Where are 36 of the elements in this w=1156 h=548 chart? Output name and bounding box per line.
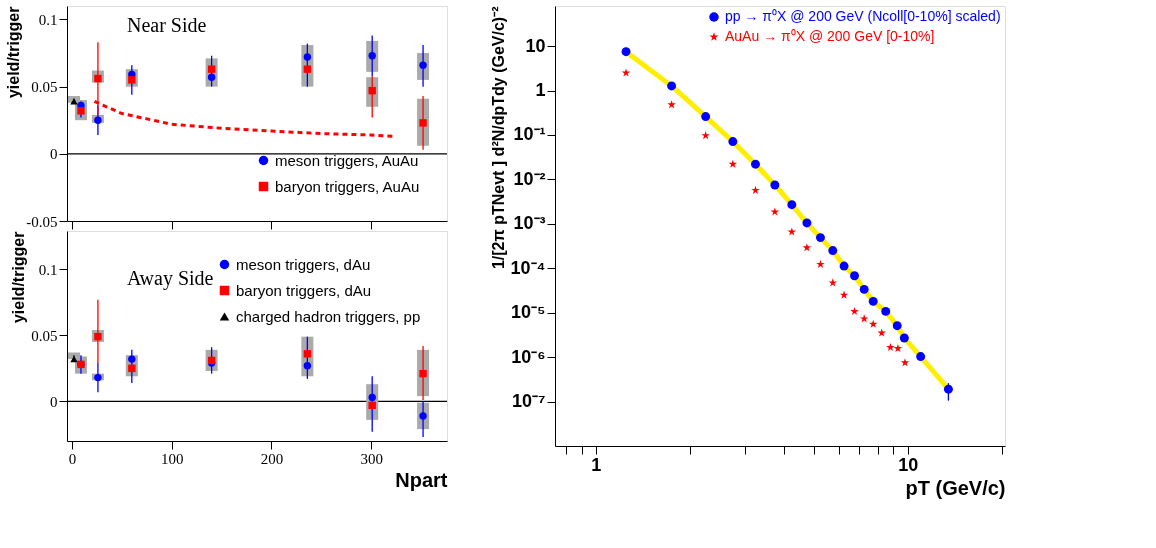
y-axis-title: yield/trigger	[5, 6, 23, 99]
y-tick-label: 10⁻¹	[513, 124, 546, 145]
x-tick-label: 100	[160, 450, 184, 467]
y-tick-label: 10⁻⁶	[511, 346, 546, 367]
x-tick-label: 200	[260, 450, 284, 467]
y-tick-label: 0	[50, 393, 58, 410]
y-tick-label: 0	[50, 146, 58, 163]
x-axis-title: Npart	[395, 468, 448, 491]
annotation: Away Side	[127, 267, 214, 290]
y-tick-label: 10⁻⁴	[510, 257, 546, 278]
y-axis-title: yield/trigger	[10, 231, 28, 324]
legend-label: AuAu → π⁰X @ 200 GeV [0-10%]	[725, 28, 935, 44]
legend-label: charged hadron triggers, pp	[236, 307, 421, 325]
y-tick-label: 0.1	[38, 261, 58, 278]
x-tick-label: 10	[898, 454, 919, 475]
y-tick-label: 10	[525, 35, 546, 56]
legend-label: meson triggers, dAu	[236, 255, 371, 273]
annotation: Near Side	[127, 14, 207, 36]
x-tick-label: 0	[68, 450, 77, 467]
x-axis-title: pT (GeV/c)	[905, 476, 1006, 499]
y-tick-label: 10⁻²	[513, 168, 546, 189]
x-tick-label: 1	[591, 454, 602, 475]
y-tick-label: 10⁻⁷	[512, 391, 546, 412]
y-axis-title: 1/[2π pTNevt ] d²N/dpTdy (GeV/c)⁻²	[489, 6, 507, 270]
y-tick-label: -0.05	[26, 213, 58, 230]
y-tick-label: 10⁻⁵	[511, 302, 546, 323]
legend-label: pp → π⁰X @ 200 GeV (Ncoll[0-10%] scaled)	[725, 8, 1001, 24]
y-tick-label: 10⁻³	[513, 213, 546, 234]
legend-label: baryon triggers, AuAu	[275, 177, 420, 195]
y-tick-label: 0.05	[31, 79, 58, 96]
y-tick-label: 0.05	[31, 327, 58, 344]
legend-label: baryon triggers, dAu	[236, 281, 372, 299]
legend-label: meson triggers, AuAu	[275, 151, 419, 169]
x-tick-label: 300	[360, 450, 383, 467]
y-tick-label: 1	[535, 80, 546, 101]
y-tick-label: 0.1	[38, 11, 58, 28]
